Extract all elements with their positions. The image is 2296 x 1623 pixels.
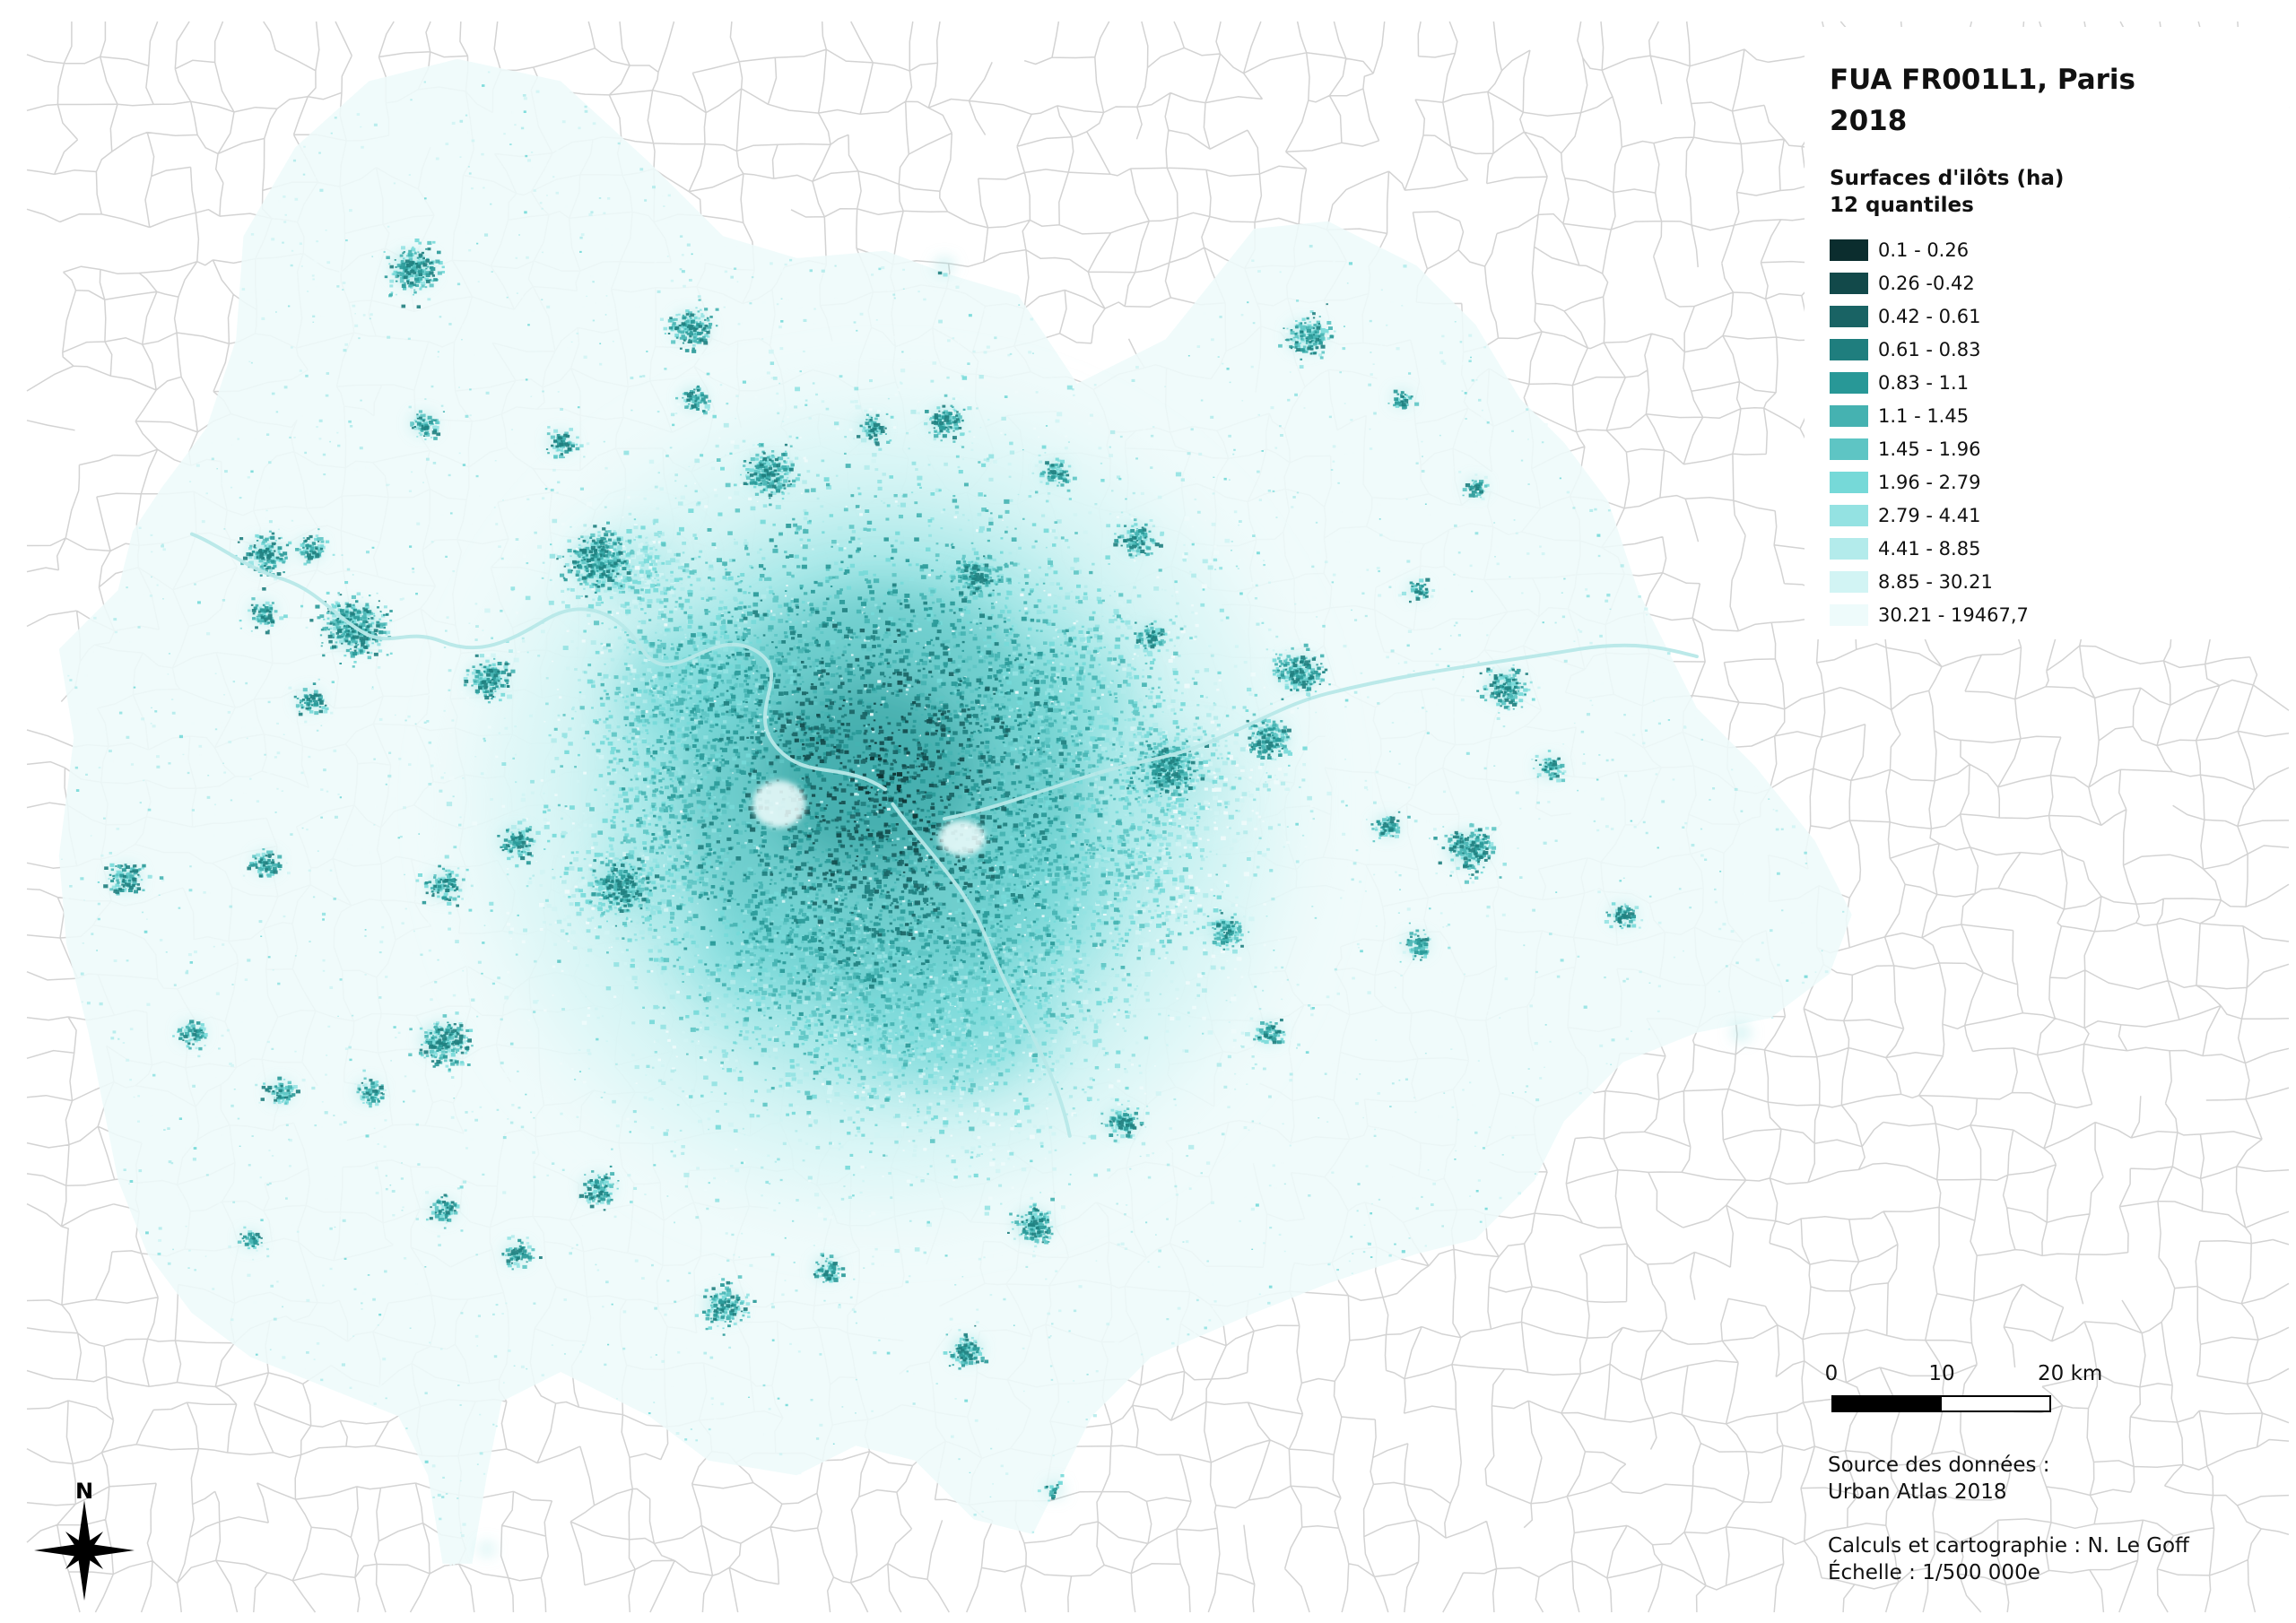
north-label: N	[75, 1479, 93, 1504]
legend-subtitle: 12 quantiles	[1830, 194, 1974, 217]
legend-swatch	[1830, 603, 1868, 626]
legend-item: 0.26 -0.42	[1830, 267, 2029, 300]
legend-item: 1.96 - 2.79	[1830, 466, 2029, 499]
legend-item: 1.1 - 1.45	[1830, 400, 2029, 433]
legend-swatch	[1830, 239, 1868, 262]
legend-swatch	[1830, 472, 1868, 494]
legend-label: 8.85 - 30.21	[1878, 570, 1993, 593]
legend-label: 0.1 - 0.26	[1878, 239, 1970, 262]
legend-label: 2.79 - 4.41	[1878, 504, 1981, 526]
north-arrow: N	[34, 1479, 135, 1601]
source-label: Source des données :	[1828, 1454, 2050, 1477]
credits: Source des données : Urban Atlas 2018 Ca…	[1828, 1452, 2189, 1586]
legend-label: 0.83 - 1.1	[1878, 372, 1970, 395]
legend-item: 8.85 - 30.21	[1830, 565, 2029, 598]
scale-label-0: 0	[1824, 1362, 1839, 1385]
legend-label: 1.1 - 1.45	[1878, 405, 1970, 428]
legend-label: 0.26 -0.42	[1878, 273, 1975, 295]
legend-swatch	[1830, 339, 1868, 361]
legend-label: 4.41 - 8.85	[1878, 537, 1981, 560]
legend-item: 2.79 - 4.41	[1830, 499, 2029, 533]
map-scale: Échelle : 1/500 000e	[1828, 1561, 2040, 1584]
urban-atlas-layer	[58, 58, 1852, 1566]
map-year: 2018	[1830, 105, 1908, 137]
source-value: Urban Atlas 2018	[1828, 1480, 2007, 1504]
scale-label-10: 10	[1928, 1362, 1955, 1385]
legend-label: 30.21 - 19467,7	[1878, 603, 2029, 626]
legend-item: 0.83 - 1.1	[1830, 367, 2029, 400]
legend-panel	[1805, 27, 2289, 639]
legend-label: 1.96 - 2.79	[1878, 472, 1981, 494]
legend-swatch	[1830, 537, 1868, 560]
legend-swatch	[1830, 438, 1868, 461]
map-title-block: FUA FR001L1, Paris 2018	[1830, 59, 2135, 142]
legend-item: 4.41 - 8.85	[1830, 532, 2029, 565]
scale-bar-segment-white	[1941, 1397, 2049, 1410]
legend-label: 0.42 - 0.61	[1878, 306, 1981, 328]
legend-items: 0.1 - 0.26 0.26 -0.42 0.42 - 0.61 0.61 -…	[1830, 234, 2029, 631]
legend-item: 1.45 - 1.96	[1830, 433, 2029, 466]
scale-label-20: 20 km	[2038, 1362, 2103, 1385]
legend-label: 1.45 - 1.96	[1878, 438, 1981, 461]
legend-swatch	[1830, 570, 1868, 593]
author-credit: Calculs et cartographie : N. Le Goff	[1828, 1534, 2189, 1558]
legend-swatch	[1830, 372, 1868, 395]
legend-heading: Surfaces d'ilôts (ha) 12 quantiles	[1830, 165, 2064, 219]
compass-rose-icon	[34, 1500, 135, 1601]
legend-swatch	[1830, 306, 1868, 328]
legend-swatch	[1830, 405, 1868, 428]
scale-bar-segment-black	[1833, 1397, 1942, 1410]
parks	[752, 780, 986, 856]
legend-label: 0.61 - 0.83	[1878, 339, 1981, 361]
legend-item: 0.61 - 0.83	[1830, 334, 2029, 367]
legend-swatch	[1830, 504, 1868, 526]
legend-item: 0.1 - 0.26	[1830, 234, 2029, 267]
map-title: FUA FR001L1, Paris	[1830, 64, 2135, 96]
legend-swatch	[1830, 273, 1868, 295]
scale-bar	[1831, 1395, 2051, 1412]
seine-river	[189, 532, 1699, 1138]
legend-item: 30.21 - 19467,7	[1830, 598, 2029, 631]
legend-item: 0.42 - 0.61	[1830, 300, 2029, 334]
legend-title: Surfaces d'ilôts (ha)	[1830, 167, 2065, 190]
